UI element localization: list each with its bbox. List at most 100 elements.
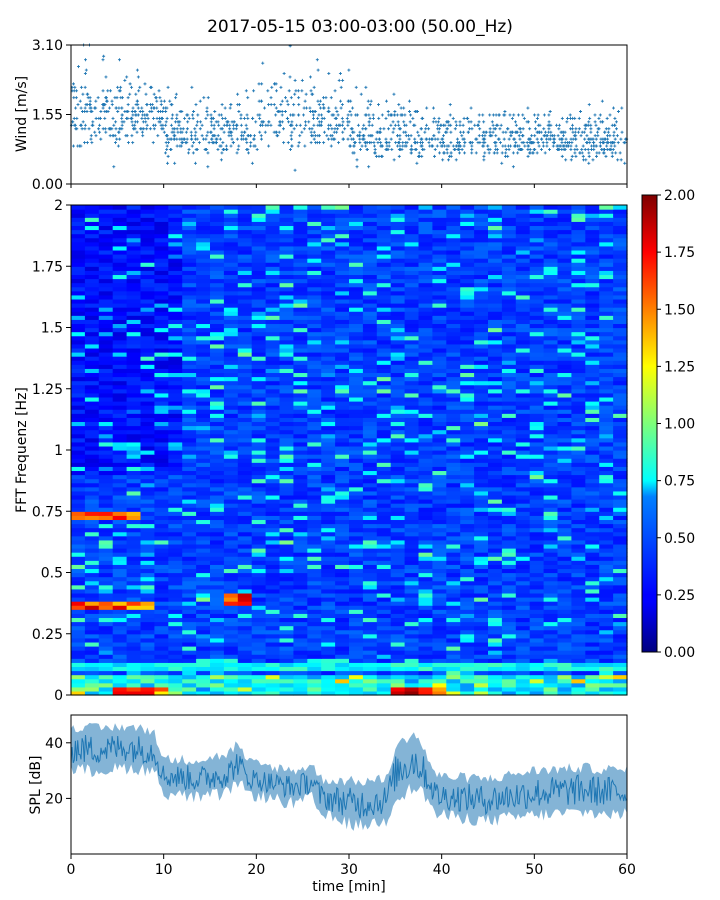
wind-point xyxy=(604,154,608,158)
wind-point xyxy=(581,144,585,148)
heatmap-cell xyxy=(585,637,600,643)
wind-point xyxy=(350,130,354,134)
heatmap-cell xyxy=(557,396,572,402)
heatmap-cell xyxy=(210,580,225,586)
heatmap-cell xyxy=(585,658,600,663)
heatmap-cell xyxy=(140,592,155,598)
heatmap-cell xyxy=(418,568,433,574)
heatmap-cell xyxy=(335,417,350,423)
heatmap-cell xyxy=(307,384,322,390)
heatmap-cell xyxy=(446,401,461,406)
heatmap-cell xyxy=(98,339,114,345)
wind-point xyxy=(374,154,378,158)
heatmap-cell xyxy=(446,421,461,427)
heatmap-cell xyxy=(460,507,475,512)
heatmap-cell xyxy=(140,662,155,668)
wind-point xyxy=(89,109,93,113)
heatmap-cell xyxy=(571,539,586,545)
heatmap-cell xyxy=(321,556,336,561)
heatmap-cell xyxy=(196,682,211,688)
heatmap-cell xyxy=(140,425,155,431)
wind-point xyxy=(431,106,435,110)
heatmap-cell xyxy=(432,597,447,602)
wind-point xyxy=(160,127,164,131)
heatmap-cell xyxy=(126,450,142,455)
heatmap-cell xyxy=(112,637,128,643)
heatmap-cell xyxy=(154,552,169,557)
heatmap-cell xyxy=(140,458,155,463)
heatmap-cell xyxy=(460,556,475,561)
heatmap-cell xyxy=(488,392,503,398)
heatmap-cell xyxy=(293,682,308,688)
heatmap-cell xyxy=(599,458,614,463)
heatmap-cell xyxy=(140,531,155,537)
heatmap-cell xyxy=(335,556,350,561)
wind-point xyxy=(145,103,149,107)
heatmap-cell xyxy=(613,617,628,623)
wind-point xyxy=(220,151,224,155)
heatmap-cell xyxy=(599,678,614,684)
heatmap-cell xyxy=(182,584,197,590)
heatmap-cell xyxy=(265,568,281,574)
heatmap-cell xyxy=(460,568,475,574)
heatmap-cell xyxy=(251,576,267,582)
heatmap-cell xyxy=(307,401,322,406)
heatmap-cell xyxy=(210,609,225,614)
heatmap-cell xyxy=(335,384,350,390)
heatmap-cell xyxy=(501,441,517,447)
heatmap-cell xyxy=(71,470,86,476)
heatmap-cell xyxy=(613,539,628,545)
heatmap-cell xyxy=(223,392,239,398)
heatmap-cell xyxy=(279,490,294,496)
heatmap-cell xyxy=(529,441,545,447)
wind-point xyxy=(193,161,197,165)
heatmap-cell xyxy=(543,601,559,606)
heatmap-cell xyxy=(543,674,559,680)
heatmap-cell xyxy=(501,409,517,414)
heatmap-cell xyxy=(223,621,239,627)
heatmap-cell xyxy=(432,515,447,521)
heatmap-cell xyxy=(112,629,128,635)
wind-point xyxy=(322,106,326,110)
heatmap-cell xyxy=(279,531,294,537)
heatmap-cell xyxy=(599,450,614,455)
heatmap-cell xyxy=(529,462,545,467)
wind-point xyxy=(283,109,287,113)
heatmap-cell xyxy=(543,425,559,431)
heatmap-cell xyxy=(321,433,336,439)
wind-point xyxy=(460,134,464,138)
heatmap-cell xyxy=(557,433,572,439)
wind-point xyxy=(210,137,214,141)
heatmap-cell xyxy=(307,564,322,570)
heatmap-cell xyxy=(154,417,169,423)
heatmap-cell xyxy=(404,560,420,565)
heatmap-cell xyxy=(251,629,267,635)
wind-point xyxy=(98,123,102,127)
heatmap-cell xyxy=(98,654,114,659)
heatmap-cell xyxy=(251,458,267,463)
heatmap-cell xyxy=(571,641,586,647)
heatmap-cell xyxy=(585,588,600,594)
heatmap-cell xyxy=(168,384,183,390)
heatmap-cell xyxy=(585,592,600,598)
wind-point xyxy=(519,147,523,151)
heatmap-cell xyxy=(293,588,308,594)
heatmap-cell xyxy=(571,339,586,345)
heatmap-cell xyxy=(335,588,350,594)
heatmap-cell xyxy=(168,584,183,590)
wind-point xyxy=(297,141,301,145)
heatmap-cell xyxy=(237,629,253,635)
heatmap-cell xyxy=(154,454,169,459)
wind-point xyxy=(437,127,441,131)
heatmap-cell xyxy=(362,478,378,484)
heatmap-cell xyxy=(446,339,461,345)
heatmap-cell xyxy=(529,454,545,459)
heatmap-cell xyxy=(599,470,614,476)
heatmap-cell xyxy=(84,666,100,672)
heatmap-cell xyxy=(98,445,114,451)
heatmap-cell xyxy=(376,686,392,692)
heatmap-cell xyxy=(418,462,433,467)
heatmap-cell xyxy=(279,637,294,643)
heatmap-cell xyxy=(251,343,267,349)
wind-point xyxy=(379,144,383,148)
